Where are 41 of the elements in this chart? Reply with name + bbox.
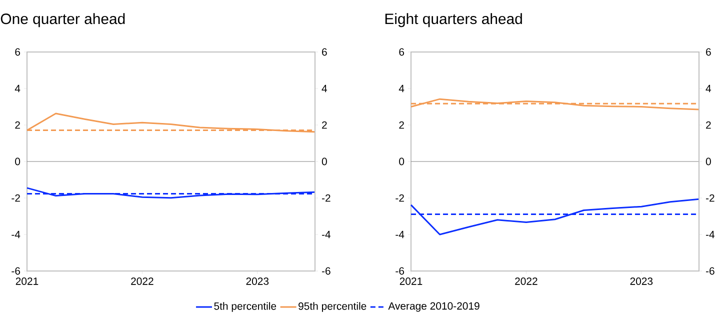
x-tick-label: 2021 <box>16 278 38 285</box>
x-tick-label: 2023 <box>246 278 269 285</box>
line-series <box>410 198 700 236</box>
y-tick-label: -4 <box>396 230 404 238</box>
y-tick-label: -2 <box>12 194 20 202</box>
y-tick-label: 2 <box>15 121 20 129</box>
y-tick-label: -6 <box>12 267 20 275</box>
chart-title: Eight quarters ahead <box>385 13 522 28</box>
y2-tick-label: 6 <box>706 48 711 56</box>
y2-tick-label: 0 <box>322 158 327 166</box>
legend-label: 95th percentile <box>298 302 366 312</box>
y2-tick-label: -4 <box>706 230 715 238</box>
y2-tick-label: 6 <box>322 48 327 56</box>
y-tick-label: 4 <box>14 84 20 92</box>
y-tick-label: 6 <box>399 48 404 56</box>
y-tick-label: 2 <box>399 121 404 129</box>
y2-tick-label: -6 <box>322 267 330 275</box>
x-tick-label: 2022 <box>131 278 154 285</box>
legend-label: 5th percentile <box>214 302 276 312</box>
y-tick-label: 4 <box>398 84 404 92</box>
y-tick-label: 0 <box>15 158 20 166</box>
y2-tick-label: 4 <box>322 84 328 92</box>
y2-tick-label: -6 <box>706 267 714 275</box>
y2-tick-label: 2 <box>706 121 711 129</box>
y2-tick-label: -4 <box>322 230 331 238</box>
y2-tick-label: -2 <box>706 194 714 202</box>
y-tick-label: -6 <box>396 267 404 275</box>
y2-tick-label: -2 <box>322 194 330 202</box>
y2-tick-label: 2 <box>322 121 327 129</box>
y-tick-label: -2 <box>396 194 404 202</box>
x-tick-label: 2023 <box>630 278 653 285</box>
y-tick-label: 6 <box>15 48 20 56</box>
y2-tick-label: 0 <box>706 158 711 166</box>
x-tick-label: 2021 <box>400 278 422 285</box>
y-tick-label: -4 <box>12 230 20 238</box>
line-series <box>410 98 700 110</box>
chart-title: One quarter ahead <box>0 13 125 28</box>
y2-tick-label: 4 <box>706 84 712 92</box>
legend-label: Average 2010-2019 <box>388 302 480 312</box>
y-tick-label: 0 <box>399 158 404 166</box>
x-tick-label: 2022 <box>515 278 538 285</box>
